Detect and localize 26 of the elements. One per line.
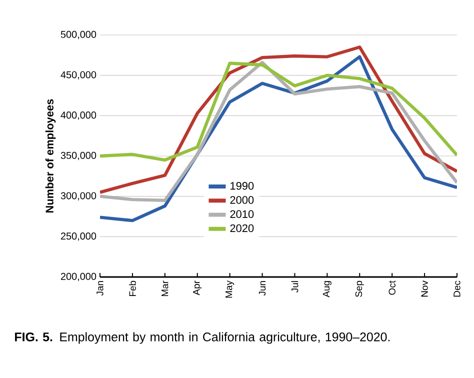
x-tick-label: Oct bbox=[388, 280, 396, 295]
x-tick-label: May bbox=[226, 280, 234, 298]
text: FIG. 5. Employment by month in California agriculture, 1990–2020. bbox=[15, 332, 390, 344]
line-series bbox=[100, 62, 458, 162]
legend-label: 2010 bbox=[230, 210, 254, 218]
x-tick-label: Apr bbox=[193, 280, 202, 296]
y-tick-label: 400,000 bbox=[60, 112, 96, 120]
legend-label: 2000 bbox=[230, 196, 254, 204]
x-tick-label: Mar bbox=[162, 280, 168, 296]
y-tick-label: 500,000 bbox=[60, 30, 96, 40]
y-tick-label: 300,000 bbox=[60, 192, 96, 200]
x-tick-label: Nov bbox=[421, 280, 428, 297]
legend-label: 2020 bbox=[230, 224, 254, 232]
y-tick-label: 250,000 bbox=[60, 232, 96, 241]
legend-label: 1990 bbox=[230, 182, 254, 190]
x-tick-label: Jul bbox=[291, 281, 298, 292]
y-axis-title: Number of employees bbox=[45, 99, 56, 213]
x-tick-label: Sep bbox=[355, 280, 364, 297]
y-tick-label: 350,000 bbox=[60, 152, 96, 160]
x-tick-label: Jan bbox=[96, 281, 104, 296]
y-tick-label: 450,000 bbox=[60, 71, 96, 80]
x-tick-label: Aug bbox=[322, 281, 332, 298]
x-tick-label: Jun bbox=[258, 281, 266, 296]
x-tick-label: Feb bbox=[128, 280, 136, 296]
y-tick-label: 200,000 bbox=[60, 272, 96, 282]
x-tick-label: Dec bbox=[454, 280, 460, 297]
